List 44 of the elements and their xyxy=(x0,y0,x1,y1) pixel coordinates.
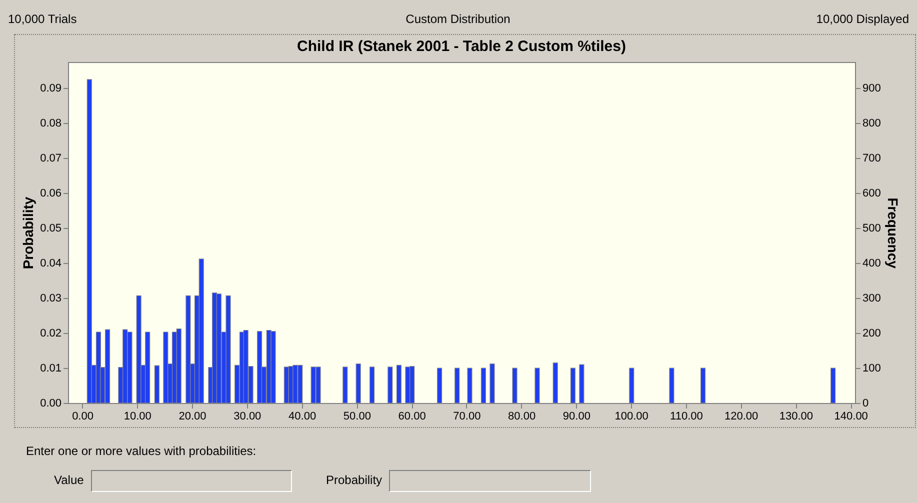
chart-title: Child IR (Stanek 2001 - Table 2 Custom %tiles) xyxy=(297,38,626,55)
x-tick-label: 50.00 xyxy=(343,410,371,422)
y-tick-label: 0.06 xyxy=(40,188,62,200)
text: 10,000 Trials xyxy=(8,12,77,26)
x-tick-label: 80.00 xyxy=(508,410,536,422)
x-tick-label: 120.00 xyxy=(724,410,758,422)
text: Probability xyxy=(326,473,382,487)
x-tick-label: 60.00 xyxy=(398,410,426,422)
x-tick-label: 10.00 xyxy=(124,410,152,422)
x-tick-label: 90.00 xyxy=(562,410,590,422)
y2-tick-label: 900 xyxy=(862,82,881,95)
y-tick-label: 0.03 xyxy=(40,292,62,305)
text: 10,000 Displayed xyxy=(816,12,909,26)
x-tick-label: 130.00 xyxy=(779,410,814,422)
y2-tick-label: 700 xyxy=(862,152,881,165)
y-axis-title: Probability xyxy=(20,196,36,270)
text: Custom Distribution xyxy=(406,12,510,26)
x-tick-label: 40.00 xyxy=(288,410,316,422)
x-tick-label: 20.00 xyxy=(178,410,206,422)
y2-tick-label: 0 xyxy=(862,398,869,410)
y-tick-label: 0.05 xyxy=(40,222,62,235)
y-tick-label: 0.04 xyxy=(40,258,62,270)
y2-tick-label: 800 xyxy=(862,118,881,130)
x-tick-label: 0.00 xyxy=(72,410,94,422)
y2-tick-label: 300 xyxy=(862,292,881,305)
y2-tick-label: 200 xyxy=(862,328,881,340)
y2-tick-label: 600 xyxy=(862,188,881,200)
y2-tick-label: 100 xyxy=(862,362,881,375)
y2-axis-title: Frequency xyxy=(884,198,901,269)
text: Value xyxy=(54,473,84,487)
x-tick-label: 100.00 xyxy=(614,410,648,422)
text: Enter one or more values with probabilities: xyxy=(26,444,256,458)
y-tick-label: 0.07 xyxy=(40,152,62,165)
y-tick-label: 0.08 xyxy=(40,118,62,130)
y-tick-label: 0.02 xyxy=(40,328,62,340)
x-tick-label: 30.00 xyxy=(234,410,262,422)
x-tick-label: 70.00 xyxy=(453,410,481,422)
y-tick-label: 0.00 xyxy=(40,398,62,410)
x-tick-label: 110.00 xyxy=(670,410,703,422)
y-tick-label: 0.01 xyxy=(40,362,62,375)
x-tick-label: 140.00 xyxy=(834,410,868,422)
y-tick-label: 0.09 xyxy=(40,82,62,95)
y2-tick-label: 400 xyxy=(862,258,881,270)
y2-tick-label: 500 xyxy=(862,222,881,235)
